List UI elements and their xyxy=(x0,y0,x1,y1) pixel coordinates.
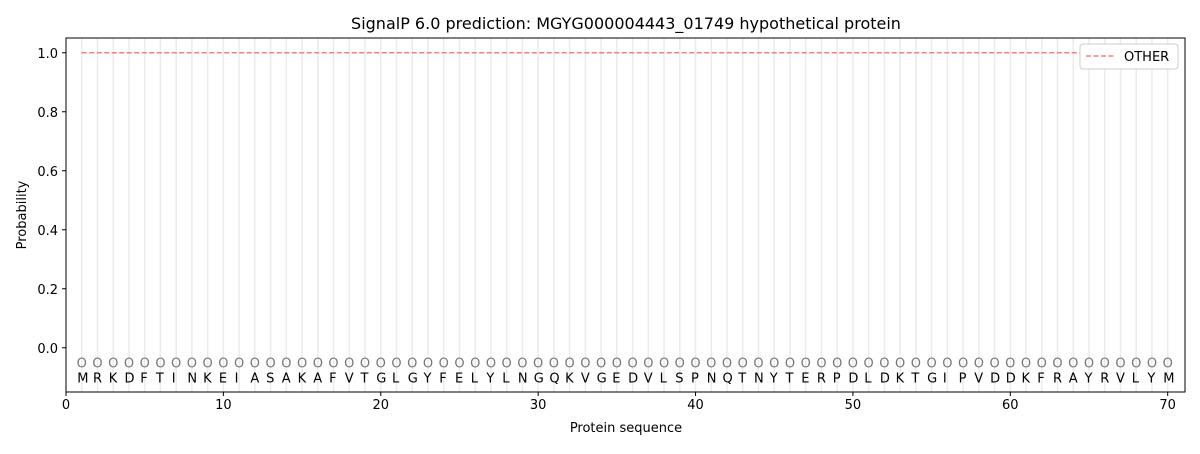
region-label: O xyxy=(486,357,496,372)
region-label: O xyxy=(517,357,527,372)
region-label: O xyxy=(926,357,936,372)
region-label: O xyxy=(643,357,653,372)
x-tick-label: 30 xyxy=(530,398,547,413)
x-tick-label: 70 xyxy=(1159,398,1176,413)
region-label: O xyxy=(439,357,449,372)
region-label: O xyxy=(895,357,905,372)
region-label: O xyxy=(659,357,669,372)
x-tick-label: 40 xyxy=(687,398,704,413)
region-label: O xyxy=(454,357,464,372)
region-label: O xyxy=(313,357,323,372)
region-label: O xyxy=(1068,357,1078,372)
region-label: O xyxy=(958,357,968,372)
y-tick-label: 0.4 xyxy=(37,224,58,239)
region-label: O xyxy=(423,357,433,372)
region-label: O xyxy=(92,357,102,372)
region-label: O xyxy=(785,357,795,372)
region-label: O xyxy=(1163,357,1173,372)
x-tick-label: 20 xyxy=(372,398,389,413)
region-label: O xyxy=(1131,357,1141,372)
x-tick-label: 10 xyxy=(215,398,232,413)
region-label: O xyxy=(769,357,779,372)
x-axis-label: Protein sequence xyxy=(570,421,682,436)
region-label: O xyxy=(203,357,213,372)
chart-title: SignalP 6.0 prediction: MGYG000004443_01… xyxy=(351,14,901,34)
region-label: O xyxy=(297,357,307,372)
region-label: O xyxy=(1052,357,1062,372)
region-label: O xyxy=(234,357,244,372)
legend-label-other: OTHER xyxy=(1124,50,1169,65)
region-label: O xyxy=(124,357,134,372)
region-label: O xyxy=(1084,357,1094,372)
region-label: O xyxy=(879,357,889,372)
region-label: O xyxy=(565,357,575,372)
region-label: O xyxy=(580,357,590,372)
y-tick-label: 0.0 xyxy=(37,342,58,357)
region-label: O xyxy=(1100,357,1110,372)
region-label: O xyxy=(1005,357,1015,372)
y-tick-label: 1.0 xyxy=(37,47,58,62)
region-label: O xyxy=(549,357,559,372)
region-label: O xyxy=(407,357,417,372)
region-label: O xyxy=(344,357,354,372)
region-label: O xyxy=(627,357,637,372)
region-label: O xyxy=(250,357,260,372)
region-label: O xyxy=(690,357,700,372)
region-label: O xyxy=(376,357,386,372)
region-label: O xyxy=(281,357,291,372)
region-label: O xyxy=(864,357,874,372)
region-label: O xyxy=(596,357,606,372)
region-label: O xyxy=(753,357,763,372)
region-label: O xyxy=(155,357,165,372)
region-label: O xyxy=(706,357,716,372)
plot-frame xyxy=(65,37,1186,393)
x-tick-label: 50 xyxy=(845,398,862,413)
residue-sequence: MRKDFTINKEIASAKAFVTGLGYFELYLNGQKVGEDVLSP… xyxy=(77,371,1174,386)
region-label: O xyxy=(942,357,952,372)
region-label: O xyxy=(801,357,811,372)
region-label: O xyxy=(738,357,748,372)
region-label: O xyxy=(1021,357,1031,372)
region-label: O xyxy=(360,357,370,372)
x-tick-label: 0 xyxy=(62,398,70,413)
legend: OTHER xyxy=(1079,43,1179,70)
region-label: O xyxy=(171,357,181,372)
region-label: O xyxy=(187,357,197,372)
region-label: O xyxy=(77,357,87,372)
y-tick-label: 0.6 xyxy=(37,165,58,180)
region-label: O xyxy=(1147,357,1157,372)
region-label: O xyxy=(816,357,826,372)
region-label: O xyxy=(328,357,338,372)
region-label: O xyxy=(612,357,622,372)
y-tick-label: 0.8 xyxy=(37,106,58,121)
region-label: O xyxy=(502,357,512,372)
region-label: O xyxy=(391,357,401,372)
region-label: O xyxy=(140,357,150,372)
region-label: O xyxy=(989,357,999,372)
region-label: O xyxy=(832,357,842,372)
region-label: O xyxy=(675,357,685,372)
y-tick-label: 0.2 xyxy=(37,283,58,298)
region-label: O xyxy=(218,357,228,372)
region-label: O xyxy=(533,357,543,372)
region-label: O xyxy=(1115,357,1125,372)
x-tick-label: 60 xyxy=(1002,398,1019,413)
region-label: O xyxy=(470,357,480,372)
region-label: O xyxy=(265,357,275,372)
region-label: O xyxy=(722,357,732,372)
region-label: O xyxy=(1037,357,1047,372)
region-label: O xyxy=(848,357,858,372)
y-axis-label: Probability xyxy=(15,180,30,249)
legend-box xyxy=(1079,43,1179,70)
region-label: O xyxy=(974,357,984,372)
region-label: O xyxy=(108,357,118,372)
region-label: O xyxy=(911,357,921,372)
